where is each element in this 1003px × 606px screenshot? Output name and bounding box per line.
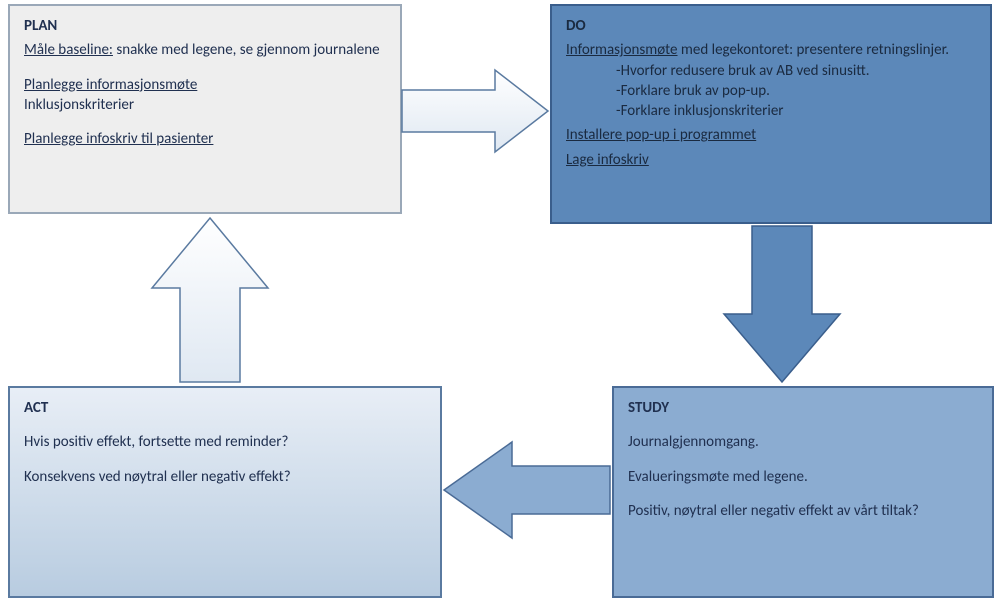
arrow-study-to-act	[442, 440, 612, 540]
study-line-1: Journalgjennomgang.	[628, 432, 978, 452]
do-title: DO	[566, 16, 976, 36]
arrow-act-to-plan	[150, 216, 270, 384]
do-intro: Informasjonsmøte med legekontoret: prese…	[566, 40, 976, 60]
act-box: ACT Hvis positiv effekt, fortsette med r…	[8, 386, 442, 598]
arrow-do-to-study	[722, 224, 842, 384]
arrow-plan-to-do	[400, 68, 550, 154]
plan-box: PLAN Måle baseline: snakke med legene, s…	[8, 4, 402, 214]
plan-title: PLAN	[24, 16, 386, 36]
act-line-1: Hvis positiv effekt, fortsette med remin…	[24, 432, 426, 452]
do-bullet-3: -Forklare inklusjonskriterier	[616, 101, 976, 121]
plan-line-4: Planlegge infoskriv til pasienter	[24, 129, 386, 149]
plan-line-1: Måle baseline: snakke med legene, se gje…	[24, 40, 386, 60]
study-line-3: Positiv, nøytral eller negativ effekt av…	[628, 501, 978, 521]
do-box: DO Informasjonsmøte med legekontoret: pr…	[550, 4, 992, 224]
study-box: STUDY Journalgjennomgang. Evalueringsmøt…	[612, 386, 994, 598]
act-line-2: Konsekvens ved nøytral eller negativ eff…	[24, 467, 426, 487]
do-bullet-1: -Hvorfor redusere bruk av AB ved sinusit…	[616, 61, 976, 81]
act-title: ACT	[24, 398, 426, 418]
plan-line-2: Planlegge informasjonsmøte	[24, 75, 386, 95]
plan-line-3: Inklusjonskriterier	[24, 95, 386, 115]
do-install: Installere pop-up i programmet	[566, 125, 976, 145]
study-title: STUDY	[628, 398, 978, 418]
do-lage: Lage infoskriv	[566, 150, 976, 170]
do-bullet-2: -Forklare bruk av pop-up.	[616, 81, 976, 101]
study-line-2: Evalueringsmøte med legene.	[628, 467, 978, 487]
